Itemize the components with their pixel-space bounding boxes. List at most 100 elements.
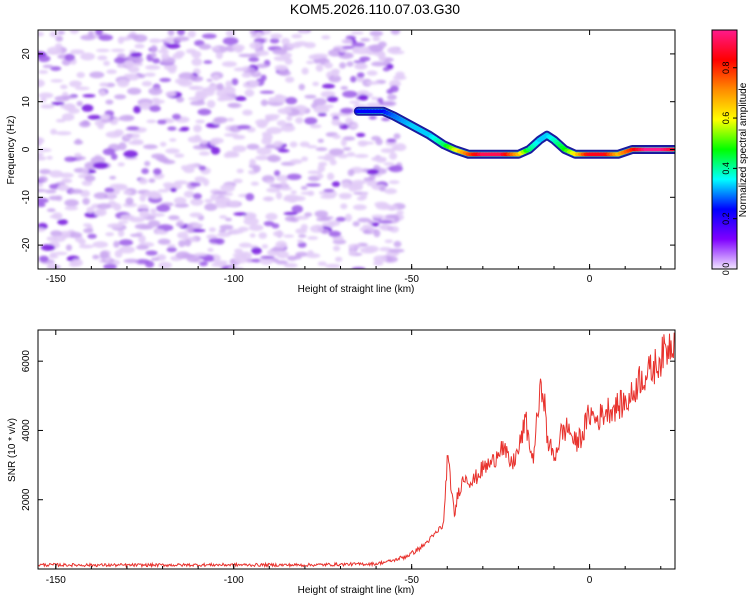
noise-blob (373, 229, 381, 238)
noise-blob (279, 186, 293, 191)
noise-blob (323, 188, 335, 193)
chart-title: KOM5.2026.110.07.03.G30 (289, 1, 461, 17)
noise-blob (366, 169, 379, 175)
colorbar-ticks: 0.0 0.2 0.4 0.6 0.8 (721, 61, 737, 275)
noise-blob (208, 227, 216, 232)
noise-blob (105, 131, 122, 138)
noise-blob (291, 205, 303, 214)
noise-blob (50, 79, 63, 83)
noise-blob (76, 156, 86, 161)
noise-blob (227, 102, 241, 108)
noise-blob (40, 104, 55, 109)
noise-blob (384, 239, 393, 244)
noise-blob (379, 247, 392, 252)
noise-blob (169, 138, 177, 142)
noise-blob (48, 254, 59, 259)
noise-blob (276, 120, 287, 127)
noise-blob (259, 90, 275, 94)
noise-blob (357, 217, 371, 223)
noise-blob (141, 168, 149, 175)
y-tick-label: 0 (21, 146, 32, 152)
noise-blob (55, 118, 66, 123)
noise-blob (275, 260, 288, 265)
noise-blob (84, 161, 98, 170)
noise-blob (199, 140, 209, 145)
noise-blob (284, 215, 298, 222)
noise-blob (78, 244, 94, 249)
noise-blob (382, 67, 390, 72)
noise-blob (82, 167, 89, 175)
noise-blob (359, 141, 375, 145)
noise-blob (379, 186, 386, 192)
noise-blob (318, 161, 328, 167)
noise-blob (75, 86, 90, 91)
noise-blob (269, 38, 280, 44)
noise-blob (216, 83, 224, 91)
noise-blob (333, 245, 341, 252)
noise-blob (158, 158, 171, 163)
noise-blob (350, 75, 357, 83)
noise-blob (371, 135, 381, 141)
noise-blob (346, 152, 356, 157)
noise-blob (228, 152, 240, 158)
noise-blob (38, 152, 44, 157)
noise-blob (103, 263, 117, 269)
y-tick-label: -20 (21, 237, 32, 252)
noise-blob (217, 96, 227, 102)
noise-blob (190, 198, 204, 206)
noise-blob (152, 58, 161, 64)
noise-blob (337, 153, 348, 159)
noise-blob (165, 148, 180, 154)
noise-blob (358, 94, 369, 101)
noise-blob (197, 108, 212, 116)
noise-blob (141, 81, 153, 87)
noise-blob (87, 233, 97, 239)
noise-blob (80, 34, 96, 41)
noise-blob (165, 43, 181, 49)
noise-blob (151, 192, 162, 199)
noise-blob (349, 100, 361, 104)
noise-blob (324, 62, 333, 69)
noise-blob (186, 163, 199, 169)
noise-blob (67, 231, 83, 238)
noise-blob (81, 104, 94, 112)
x-tick-label: 0 (587, 575, 593, 586)
noise-blob (153, 168, 162, 176)
colorbar-tick-label: 0.2 (721, 212, 731, 225)
noise-blob (192, 193, 202, 200)
noise-blob (183, 167, 195, 174)
noise-blob (266, 180, 275, 184)
noise-blob (278, 70, 291, 76)
noise-blob (210, 193, 218, 201)
y-tick-label: 20 (21, 48, 32, 60)
noise-blob (248, 57, 260, 62)
noise-blob (97, 123, 105, 130)
y-tick-label: 10 (21, 96, 32, 108)
noise-blob (172, 113, 181, 120)
noise-blob (344, 213, 352, 222)
noise-blob (59, 172, 74, 178)
noise-blob (366, 70, 378, 76)
noise-blob (211, 46, 220, 51)
noise-blob (174, 180, 188, 185)
noise-blob (290, 190, 297, 195)
noise-blob (95, 30, 103, 36)
noise-blob (340, 86, 349, 90)
colorbar-tick-label: 0.6 (721, 112, 731, 125)
noise-blob (252, 164, 261, 173)
noise-blob (120, 214, 135, 221)
noise-blob (157, 49, 170, 54)
noise-blob (342, 90, 358, 98)
noise-blob (189, 212, 203, 218)
noise-blob (146, 119, 157, 124)
noise-blob (360, 38, 371, 42)
noise-blob (297, 239, 304, 243)
noise-blob (38, 156, 47, 161)
noise-blob (117, 79, 130, 88)
noise-blob (202, 178, 210, 187)
noise-blob (254, 30, 263, 33)
noise-blob (354, 154, 369, 158)
noise-blob (304, 117, 318, 125)
noise-blob (139, 210, 150, 218)
noise-blob (368, 174, 376, 181)
